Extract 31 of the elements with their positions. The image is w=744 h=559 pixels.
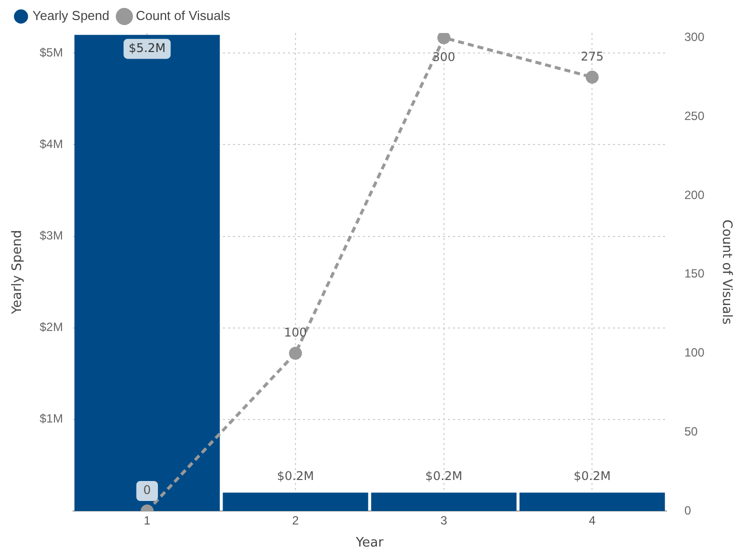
data-label: 275: [580, 49, 604, 64]
y2-tick-label: 300: [684, 30, 705, 44]
data-label: 100: [284, 325, 307, 340]
y-tick-label: $1M: [40, 412, 63, 426]
y-tick-label: $2M: [40, 320, 63, 334]
y2-tick-label: 100: [684, 346, 705, 360]
data-label: $0.2M: [276, 468, 314, 483]
legend-label: Yearly Spend: [32, 8, 110, 24]
y-axis-title: Yearly Spend: [10, 230, 26, 315]
data-label: $0.2M: [574, 468, 611, 483]
y2-tick-label: 150: [684, 266, 705, 281]
y2-tick-label: 200: [684, 188, 705, 202]
y-tick-label: $5M: [40, 45, 63, 60]
data-label: $0.2M: [425, 468, 462, 483]
data-label: $5.2M: [128, 40, 166, 55]
y2-tick-label: 250: [684, 108, 705, 123]
x-tick-label: 1: [144, 514, 151, 528]
y-tick-label: $4M: [40, 137, 63, 152]
x-tick-label: 2: [292, 514, 300, 528]
point: [586, 70, 599, 84]
y2-tick-label: 0: [684, 503, 692, 518]
y2-tick-label: 50: [684, 424, 698, 438]
data-label: 0: [143, 483, 151, 498]
y-tick-label: $3M: [40, 228, 63, 243]
x-axis-title: Year: [354, 536, 384, 551]
data-label: 300: [432, 50, 456, 64]
point: [437, 33, 450, 44]
y2-axis-title: Count of Visuals: [718, 220, 734, 325]
x-tick-label: 3: [440, 514, 448, 528]
legend-label: Count of Visuals: [136, 8, 231, 24]
x-tick-label: 4: [588, 514, 596, 528]
